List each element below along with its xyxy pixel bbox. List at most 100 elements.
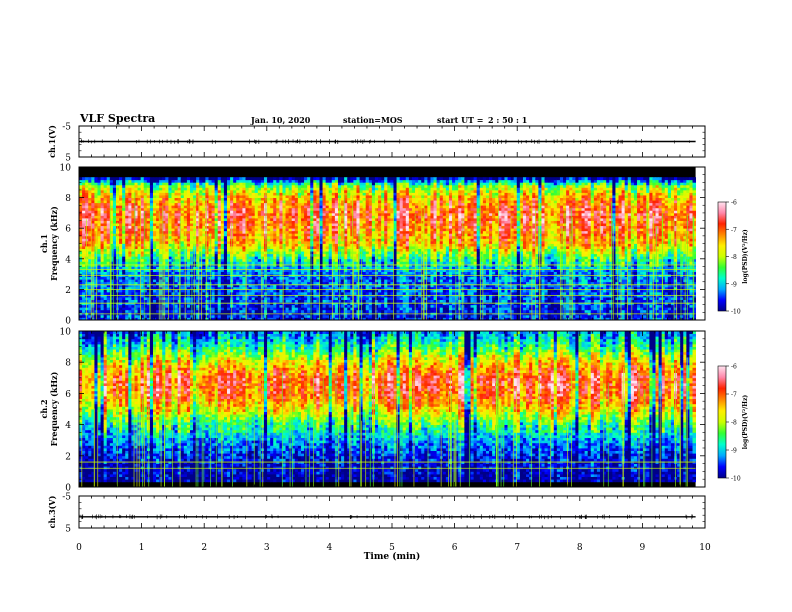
- spectrogram-cell: [260, 261, 265, 265]
- spectrogram-cell: [174, 266, 179, 270]
- spectrogram-cell: [196, 256, 200, 260]
- spectrogram-cell: [177, 189, 182, 193]
- spectrogram-cell: [211, 302, 216, 306]
- spectrogram-cell: [122, 276, 126, 280]
- spectrogram-cell: [208, 220, 212, 224]
- spectrogram-cell: [171, 240, 175, 244]
- spectrogram-cell: [143, 207, 148, 211]
- spectrogram-cell: [304, 215, 308, 219]
- spectrogram-cell: [85, 281, 89, 285]
- spectrogram-cell: [285, 299, 290, 303]
- spectrogram-cell: [270, 205, 274, 209]
- spectrogram-cell: [103, 220, 108, 224]
- spectrogram-cell: [273, 177, 277, 181]
- spectrogram-cell: [214, 200, 219, 204]
- spectrogram-cell: [233, 248, 237, 252]
- spectrogram-cell: [322, 210, 327, 214]
- spectrogram-cell: [97, 210, 101, 214]
- spectrogram-cell: [276, 309, 280, 313]
- spectrogram-cell: [267, 189, 271, 193]
- spectrogram-cell: [310, 248, 314, 252]
- spectrogram-cell: [112, 253, 117, 257]
- spectrogram-cell: [211, 279, 216, 283]
- spectrogram-cell: [85, 179, 89, 183]
- spectrogram-cell: [334, 284, 339, 288]
- spectrogram-cell: [97, 302, 101, 306]
- spectrogram-cell: [310, 309, 314, 313]
- spectrogram-cell: [319, 299, 323, 303]
- spectrogram-cell: [97, 240, 101, 244]
- spectrogram-cell: [79, 261, 83, 265]
- spectrogram-cell: [122, 230, 126, 234]
- spectrogram-cell: [276, 297, 280, 300]
- spectrogram-cell: [273, 256, 277, 260]
- spectrogram-cell: [239, 302, 243, 306]
- spectrogram-cell: [211, 233, 216, 237]
- spectrogram-cell: [304, 184, 308, 188]
- spectrogram-cell: [242, 286, 246, 290]
- spectrogram-cell: [134, 261, 138, 265]
- spectrogram-cell: [168, 228, 172, 232]
- spectrogram-cell: [91, 235, 95, 239]
- spectrogram-cell: [297, 220, 302, 224]
- spectrogram-cell: [177, 215, 182, 219]
- spectrogram-cell: [94, 179, 98, 183]
- spectrogram-cell: [156, 195, 160, 198]
- spectrogram-cell: [310, 233, 314, 237]
- spectrogram-cell: [143, 215, 148, 219]
- spectrogram-cell: [125, 299, 129, 303]
- spectrogram-cell: [248, 210, 253, 214]
- spectrogram-cell: [273, 289, 277, 293]
- spectrogram-cell: [236, 238, 240, 242]
- spectrogram-cell: [205, 233, 209, 237]
- spectrogram-cell: [125, 263, 129, 267]
- spectrogram-cell: [220, 207, 225, 211]
- spectrogram-cell: [196, 279, 200, 283]
- spectrogram-cell: [300, 266, 305, 270]
- spectrogram-cell: [319, 238, 323, 242]
- spectrogram-cell: [97, 228, 101, 232]
- spectrogram-cell: [152, 197, 157, 201]
- spectrogram-cell: [134, 212, 138, 216]
- spectrogram-cell: [143, 184, 148, 188]
- spectrogram-cell: [217, 307, 222, 311]
- spectrogram-cell: [254, 233, 259, 237]
- spectrogram-cell: [134, 205, 138, 209]
- spectrogram-cell: [180, 258, 185, 262]
- spectrogram-cell: [236, 248, 240, 252]
- spectrogram-cell: [245, 266, 249, 270]
- spectrogram-cell: [143, 258, 148, 262]
- spectrogram-cell: [128, 243, 132, 247]
- spectrogram-cell: [149, 218, 154, 221]
- spectrogram-cell: [310, 294, 314, 298]
- spectrogram-cell: [319, 304, 323, 308]
- spectrogram-cell: [205, 246, 209, 249]
- spectrogram-cell: [239, 223, 243, 227]
- spectrogram-cell: [82, 243, 86, 247]
- spectrogram-cell: [313, 238, 317, 242]
- spectrogram-cell: [174, 302, 179, 306]
- spectrogram-cell: [91, 202, 95, 206]
- spectrogram-cell: [307, 197, 311, 201]
- spectrogram-cell: [282, 230, 286, 234]
- spectrogram-cell: [149, 210, 154, 214]
- spectrogram-cell: [119, 202, 123, 206]
- spectrogram-cell: [316, 314, 320, 318]
- spectrogram-cell: [116, 218, 120, 221]
- spectrogram-cell: [88, 235, 92, 239]
- spectrogram-cell: [233, 240, 237, 244]
- spectrogram-cell: [88, 212, 92, 216]
- spectrogram-cell: [217, 302, 222, 306]
- spectrogram-cell: [313, 299, 317, 303]
- spectrogram-cell: [193, 297, 197, 300]
- spectrogram-cell: [334, 289, 339, 293]
- spectrogram-cell: [282, 202, 286, 206]
- spectrogram-cell: [217, 291, 222, 295]
- spectrogram-cell: [189, 235, 194, 239]
- spectrogram-cell: [331, 251, 336, 255]
- spectrogram-cell: [325, 297, 330, 300]
- spectrogram-cell: [208, 184, 212, 188]
- spectrogram-cell: [97, 197, 101, 201]
- spectrogram-cell: [146, 302, 151, 306]
- spectrogram-cell: [131, 195, 135, 198]
